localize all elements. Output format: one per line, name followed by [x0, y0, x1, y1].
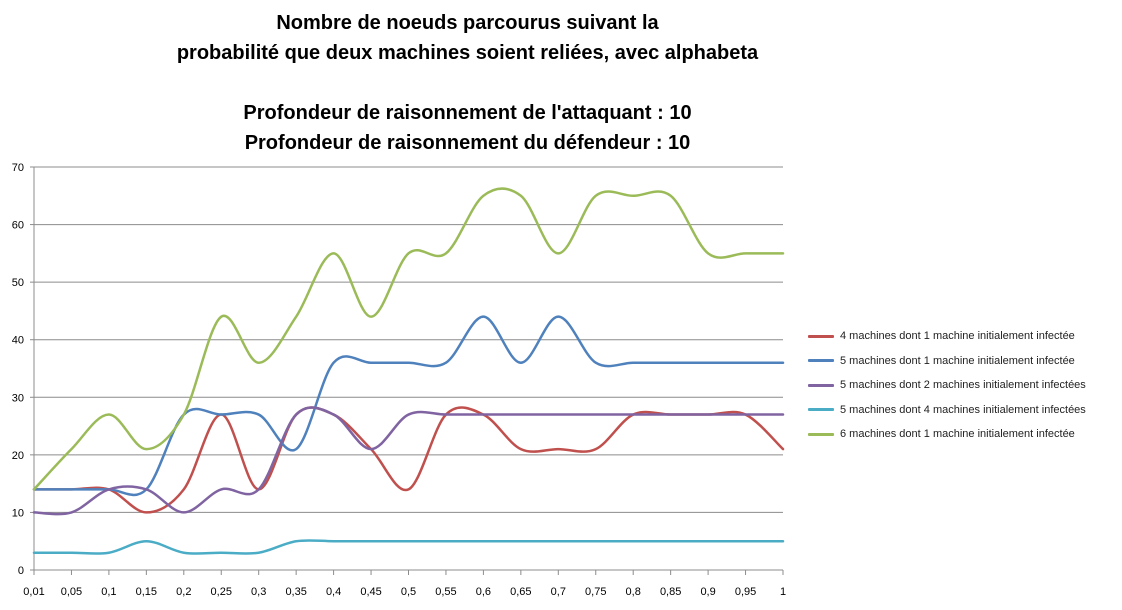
legend-label: 4 machines dont 1 machine initialement i…: [840, 330, 1075, 343]
x-tick-label: 0,65: [510, 586, 531, 598]
title-line-2: probabilité que deux machines soient rel…: [176, 42, 759, 64]
series-line-2: [32, 315, 785, 497]
tick-labels: 0 10 20 30 40 50 60 70 0,01 0,05 0,1 0,15 0,2 0,25 0,3…: [12, 162, 786, 598]
x-tick-label: 0,75: [585, 586, 606, 598]
legend-item-3: 5 machines dont 2 machines initialement …: [808, 373, 1086, 398]
series-line-4: [32, 539, 785, 555]
series-line-5: [32, 187, 785, 491]
y-tick-label: 70: [12, 162, 24, 174]
y-tick-label: 30: [12, 392, 24, 404]
y-tick-label: 60: [12, 220, 24, 232]
legend-label: 5 machines dont 2 machines initialement …: [840, 379, 1086, 392]
legend-item-5: 6 machines dont 1 machine initialement i…: [808, 422, 1086, 447]
gridlines: [34, 166, 783, 513]
x-tick-label: 0,8: [626, 586, 641, 598]
x-tick-label: 1: [780, 586, 786, 598]
legend-swatch: [808, 359, 834, 363]
x-tick-label: 0,15: [136, 586, 157, 598]
x-tick-label: 0,45: [360, 586, 381, 598]
x-tick-label: 0,01: [23, 586, 44, 598]
legend-label: 5 machines dont 1 machine initialement i…: [840, 354, 1075, 367]
legend-item-2: 5 machines dont 1 machine initialement i…: [808, 349, 1086, 374]
x-tick-label: 0,25: [211, 586, 232, 598]
x-tick-label: 0,3: [251, 586, 266, 598]
x-tick-label: 0,6: [476, 586, 491, 598]
legend-item-4: 5 machines dont 4 machines initialement …: [808, 398, 1086, 423]
title-line-1: Nombre de noeuds parcourus suivant la: [276, 12, 659, 34]
x-tick-label: 0,7: [551, 586, 566, 598]
x-tick-label: 0,35: [285, 586, 306, 598]
series-line-3: [32, 406, 785, 516]
legend-swatch: [808, 432, 834, 436]
x-tick-label: 0,1: [101, 586, 116, 598]
axes: [30, 166, 784, 575]
legend-swatch: [808, 383, 834, 387]
legend-swatch: [808, 408, 834, 412]
x-tick-label: 0,5: [401, 586, 416, 598]
chart-title: Nombre de noeuds parcourus suivant la pr…: [0, 8, 935, 158]
subtitle-line-1: Profondeur de raisonnement de l'attaquan…: [243, 102, 692, 124]
legend-item-1: 4 machines dont 1 machine initialement i…: [808, 324, 1086, 349]
x-tick-label: 0,05: [61, 586, 82, 598]
x-tick-label: 0,4: [326, 586, 341, 598]
legend: 4 machines dont 1 machine initialement i…: [808, 324, 1086, 447]
x-tick-label: 0,95: [735, 586, 756, 598]
y-tick-label: 50: [12, 277, 24, 289]
subtitle-line-2: Profondeur de raisonnement du défendeur …: [244, 132, 691, 154]
legend-label: 6 machines dont 1 machine initialement i…: [840, 428, 1075, 441]
y-tick-label: 0: [18, 565, 24, 577]
x-tick-label: 0,85: [660, 586, 681, 598]
x-tick-label: 0,55: [435, 586, 456, 598]
series-line-1: [32, 406, 785, 514]
y-tick-label: 20: [12, 450, 24, 462]
x-tick-label: 0,9: [700, 586, 715, 598]
y-tick-label: 10: [12, 507, 24, 519]
legend-swatch: [808, 334, 834, 338]
x-tick-label: 0,2: [176, 586, 191, 598]
series-lines: [32, 187, 785, 555]
legend-label: 5 machines dont 4 machines initialement …: [840, 403, 1086, 416]
y-tick-label: 40: [12, 335, 24, 347]
